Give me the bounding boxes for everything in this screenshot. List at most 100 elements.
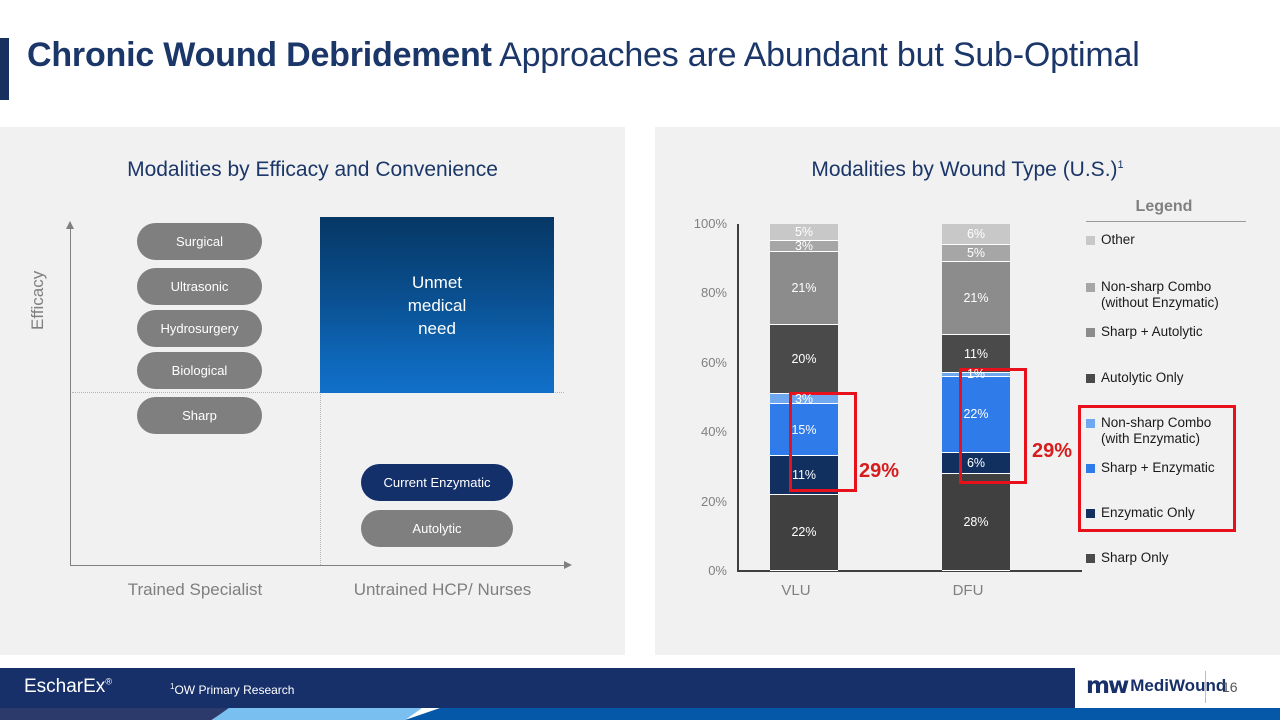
unmet-line-1: Unmet [411,272,463,292]
annotation-dfu-29: 29% [1032,440,1073,462]
unmet-line-3: need [418,318,456,338]
chart-segment: 21% [942,262,1010,336]
legend-swatch [1086,554,1095,563]
chart-y-axis [737,224,739,571]
modality-label: Autolytic [412,521,462,536]
chart-category-dfu: DFU [952,582,984,599]
legend-swatch [1086,419,1095,428]
chart-segment-label: 11% [963,346,989,361]
annotation-vlu-29: 29% [859,460,900,482]
legend-label: Other [1101,232,1135,247]
chart-segment-label: 20% [791,351,817,366]
slide-title-bar: Chronic Wound Debridement Approaches are… [0,36,1280,100]
highlight-box-dfu-enzymatic [959,368,1027,484]
legend-item[interactable]: Enzymatic Only [1086,505,1236,521]
unmet-line-2: medical [407,295,467,315]
chart-segment: 11% [942,335,1010,374]
legend-divider [1086,221,1246,222]
page-title-bold: Chronic Wound Debridement [27,36,492,74]
left-chart-x-axis [70,560,572,569]
footer-brand-text: EscharEx [24,676,106,697]
bottom-segment-lightblue [212,708,422,720]
modality-pill-sharp[interactable]: Sharp [137,397,262,434]
chart-segment-label: 21% [791,280,817,295]
chart-category-vlu: VLU [781,582,811,599]
legend-swatch [1086,464,1095,473]
legend-label: Enzymatic Only [1101,505,1195,520]
legend-label: Non-sharp Combo (with Enzymatic) [1101,415,1212,446]
right-panel: Modalities by Wound Type (U.S.)1 100% 80%… [655,127,1280,655]
chart-segment-label: 21% [963,291,989,306]
page-number: 16 [1222,679,1238,695]
chart-segment: 20% [770,324,838,394]
legend-label: Sharp + Enzymatic [1101,460,1215,475]
bottom-decoration-bar [0,708,1280,720]
wound-type-chart: 100% 80% 60% 40% 20% 0% 5% 3% 21% 20% 3% 15% 11% 22%… [655,127,1280,655]
chart-y-tick: 100% [693,216,727,231]
legend-item[interactable]: Non-sharp Combo (without Enzymatic) [1086,279,1236,311]
chart-segment: 1% [942,367,1010,381]
chart-y-tick: 40% [700,424,727,440]
chart-segment-label: 22% [791,525,817,540]
chart-bar-dfu[interactable]: 6% 5% 21% 11% 1% 22% 6% 28% [942,224,1010,571]
chart-segment-label: 3% [794,239,814,254]
legend-item[interactable]: Sharp + Enzymatic [1086,460,1236,476]
legend-item[interactable]: Autolytic Only [1086,370,1236,386]
chart-segment-label: 6% [966,455,986,470]
chart-segment: 3% [770,391,838,406]
chart-segment-label: 3% [794,391,814,406]
title-accent-bar [0,38,9,100]
modality-pill-ultrasonic[interactable]: Ultrasonic [137,268,262,305]
footer-bar [0,668,1075,708]
highlight-box-vlu-enzymatic [789,392,857,492]
left-panel-title: Modalities by Efficacy and Convenience [127,158,498,181]
chart-segment: 22% [942,376,1010,453]
chart-y-tick: 0% [708,563,727,578]
modality-label: Ultrasonic [170,279,229,294]
bottom-segment-navy [0,708,230,720]
mediwound-logo-mark: mw [1086,673,1129,699]
right-panel-title-superscript: 1 [1117,159,1124,171]
modality-pill-biological[interactable]: Biological [137,352,262,389]
modality-pill-current-enzymatic[interactable]: Current Enzymatic [361,464,513,501]
legend-item[interactable]: Sharp Only [1086,550,1236,566]
modality-label: Hydrosurgery [160,321,239,336]
legend-item[interactable]: Non-sharp Combo (with Enzymatic) [1086,415,1236,447]
legend-label: Sharp Only [1101,550,1169,565]
legend-swatch [1086,236,1095,245]
chart-segment-label: 6% [966,226,986,241]
chart-segment: 5% [770,224,838,242]
footnote-text: OW Primary Research [174,683,295,697]
chart-y-tick: 60% [700,354,727,370]
modality-label: Biological [171,363,228,378]
modality-pill-hydrosurgery[interactable]: Hydrosurgery [137,310,262,347]
bottom-segment-blue [405,708,1280,720]
chart-segment-label: 5% [966,245,986,260]
modality-pill-autolytic[interactable]: Autolytic [361,510,513,547]
legend-swatch [1086,509,1095,518]
chart-legend: Legend [1078,198,1250,229]
chart-y-tick: 80% [700,285,727,301]
modality-pill-surgical[interactable]: Surgical [137,223,262,260]
legend-label: Autolytic Only [1101,370,1184,385]
chart-segment-label: 11% [791,468,817,483]
page-title: Chronic Wound Debridement Approaches are… [27,36,1140,75]
legend-item[interactable]: Sharp + Autolytic [1086,324,1236,340]
chart-segment: 6% [942,224,1010,245]
page-number-divider [1205,671,1206,703]
chart-segment-label: 5% [794,225,814,240]
unmet-medical-need-box: Unmet medical need [320,217,554,393]
legend-swatch [1086,283,1095,292]
left-chart-y-axis [66,221,74,565]
right-panel-title-text: Modalities by Wound Type (U.S.) [811,158,1118,181]
chart-segment: 21% [770,251,838,325]
right-panel-title: Modalities by Wound Type (U.S.)1 [655,158,1280,182]
chart-bar-vlu[interactable]: 5% 3% 21% 20% 3% 15% 11% 22% [770,224,838,571]
left-chart-dotted-horizontal [72,392,564,393]
footer-brand-superscript: ® [105,676,112,687]
chart-segment: 28% [942,473,1010,571]
footer-brand: EscharEx® [24,676,112,698]
chart-segment-label: 1% [966,367,986,382]
chart-segment-label: 22% [963,407,989,422]
legend-item[interactable]: Other [1086,232,1236,248]
